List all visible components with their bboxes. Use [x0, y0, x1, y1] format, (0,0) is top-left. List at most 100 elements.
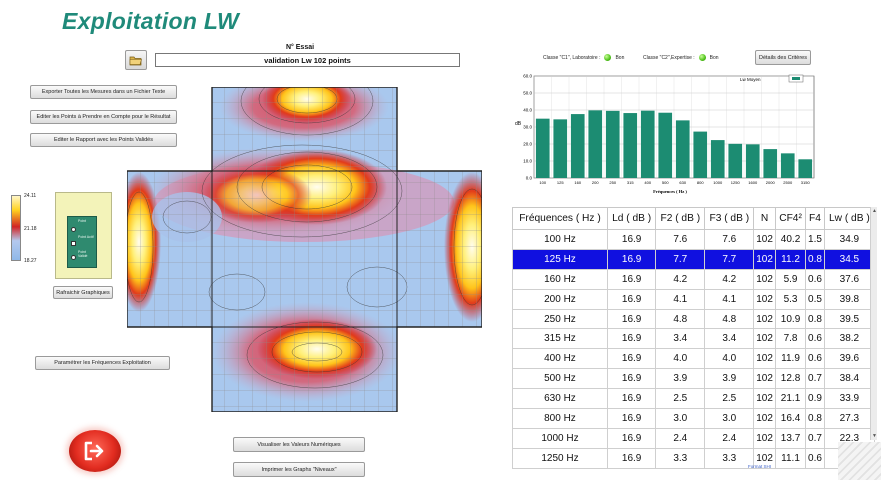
chart-x-tick-label: 800: [697, 180, 704, 185]
cell-ld: 16.9: [606, 268, 657, 290]
chart-x-tick-label: 500: [662, 180, 669, 185]
cell-cf4: 7.8: [774, 328, 807, 350]
cell-f2: 7.6: [655, 229, 706, 250]
table-row[interactable]: 100 Hz 16.9 7.6 7.6 102 40.2 1.5 34.9: [512, 229, 876, 250]
point-marker-icon: [71, 227, 76, 232]
refresh-graphs-button[interactable]: Rafraichir Graphiques: [53, 286, 113, 299]
cell-f3: 2.5: [704, 388, 755, 410]
cell-n: 102: [753, 248, 776, 270]
chart-bar: [623, 113, 638, 178]
print-graphs-button[interactable]: Imprimer les Graphs "Niveaux": [233, 462, 365, 477]
table-row[interactable]: 500 Hz 16.9 3.9 3.9 102 12.8 0.7 38.4: [512, 368, 876, 390]
chart-bar: [553, 119, 568, 178]
contour-map[interactable]: [127, 87, 482, 412]
cell-f3: 2.4: [704, 427, 755, 449]
edit-report-button[interactable]: Editer le Rapport avec les Points Validé…: [30, 133, 177, 147]
cell-frequency: 630 Hz: [512, 388, 608, 410]
chart-x-tick-label: 200: [592, 180, 599, 185]
col-header-cf4[interactable]: CF4²: [774, 207, 807, 230]
col-header-f3[interactable]: F3 ( dB ): [704, 207, 755, 230]
cell-cf4: 12.8: [774, 368, 807, 390]
cell-f4: 1.5: [805, 229, 825, 250]
essai-value-field[interactable]: validation Lw 102 points: [155, 53, 460, 67]
table-row[interactable]: 800 Hz 16.9 3.0 3.0 102 16.4 0.8 27.3: [512, 408, 876, 429]
table-row[interactable]: 315 Hz 16.9 3.4 3.4 102 7.8 0.6 38.2: [512, 328, 876, 350]
chart-x-tick-label: 630: [679, 180, 686, 185]
cell-n: 102: [753, 308, 776, 330]
cell-ld: 16.9: [606, 447, 657, 469]
format-link[interactable]: Format SHI: [748, 464, 772, 469]
colorbar-max-label: 24.11: [24, 193, 37, 199]
chart-x-tick-label: 1600: [748, 180, 758, 185]
frequency-params-button[interactable]: Paramétrer les Fréquences Exploitation: [35, 356, 170, 370]
cell-frequency: 200 Hz: [512, 288, 608, 310]
export-all-button[interactable]: Exporter Toutes les Mesures dans un Fich…: [30, 85, 177, 99]
scroll-up-icon[interactable]: ▲: [872, 208, 877, 214]
cell-f3: 7.6: [704, 229, 755, 250]
scroll-down-icon[interactable]: ▼: [872, 433, 877, 439]
cell-frequency: 100 Hz: [512, 229, 608, 250]
chart-bar: [570, 114, 585, 178]
open-folder-button[interactable]: [125, 50, 147, 70]
cell-f4: 0.8: [805, 408, 825, 429]
cell-f4: 0.6: [805, 268, 825, 290]
cell-ld: 16.9: [606, 427, 657, 449]
col-header-frequency[interactable]: Fréquences ( Hz ): [512, 207, 608, 230]
col-header-lw[interactable]: Lw ( dB ): [823, 207, 876, 230]
table-row[interactable]: 250 Hz 16.9 4.8 4.8 102 10.9 0.8 39.5: [512, 308, 876, 330]
criteria-details-button[interactable]: Détails des Critères: [755, 50, 811, 65]
table-row[interactable]: 200 Hz 16.9 4.1 4.1 102 5.3 0.5 39.8: [512, 288, 876, 310]
chart-bar: [535, 118, 550, 178]
cell-lw: 38.4: [823, 368, 876, 390]
table-row[interactable]: 1000 Hz 16.9 2.4 2.4 102 13.7 0.7 22.3: [512, 427, 876, 449]
table-scrollbar[interactable]: ▲ ▼: [870, 207, 877, 440]
cell-cf4: 40.2: [774, 229, 807, 250]
chart-bar: [763, 149, 778, 178]
class-c2-indicator: Classe "C2",Expertise : Bon: [643, 54, 719, 61]
col-header-n[interactable]: N: [753, 207, 776, 230]
chart-x-tick-label: 1250: [731, 180, 741, 185]
table-row[interactable]: 630 Hz 16.9 2.5 2.5 102 21.1 0.9 33.9: [512, 388, 876, 410]
edit-points-button[interactable]: Editer les Points à Prendre en Compte po…: [30, 110, 177, 124]
chart-y-tick-label: 60.0: [523, 74, 532, 79]
chart-bar: [710, 140, 725, 178]
cell-lw: 33.9: [823, 388, 876, 410]
cell-frequency: 400 Hz: [512, 348, 608, 370]
cell-f3: 4.8: [704, 308, 755, 330]
chart-x-tick-label: 125: [557, 180, 564, 185]
table-row[interactable]: 125 Hz 16.9 7.7 7.7 102 11.2 0.8 34.5: [512, 248, 876, 270]
chart-bar: [640, 110, 655, 178]
cell-f4: 0.8: [805, 248, 825, 270]
cell-f2: 3.0: [655, 408, 706, 429]
chart-x-tick-label: 2000: [766, 180, 776, 185]
col-header-ld[interactable]: Ld ( dB ): [606, 207, 657, 230]
cell-cf4: 16.4: [774, 408, 807, 429]
chart-x-tick-label: 1000: [713, 180, 723, 185]
folder-icon: [129, 56, 142, 65]
chart-y-tick-label: 40.0: [523, 108, 532, 113]
chart-bar: [588, 110, 603, 178]
cell-frequency: 250 Hz: [512, 308, 608, 330]
table-row[interactable]: 160 Hz 16.9 4.2 4.2 102 5.9 0.6 37.6: [512, 268, 876, 290]
cell-f4: 0.6: [805, 328, 825, 350]
col-header-f2[interactable]: F2 ( dB ): [655, 207, 706, 230]
visualize-values-button[interactable]: Visualiser les Valeurs Numériques: [233, 437, 365, 452]
cell-frequency: 125 Hz: [512, 248, 608, 270]
col-header-f4[interactable]: F4: [805, 207, 825, 230]
colorbar-min-label: 18.27: [24, 258, 37, 264]
frequency-table: Fréquences ( Hz ) Ld ( dB ) F2 ( dB ) F3…: [512, 207, 876, 469]
table-row[interactable]: 400 Hz 16.9 4.0 4.0 102 11.9 0.6 39.6: [512, 348, 876, 370]
chart-bar: [675, 120, 690, 178]
exit-button[interactable]: [69, 430, 121, 472]
c2-status-led-icon: [698, 54, 706, 61]
colorbar-mid-label: 21.18: [24, 226, 37, 232]
cell-f2: 4.2: [655, 268, 706, 290]
cell-cf4: 13.7: [774, 427, 807, 449]
cell-f4: 0.5: [805, 288, 825, 310]
cell-ld: 16.9: [606, 229, 657, 250]
cell-cf4: 5.9: [774, 268, 807, 290]
cell-n: 102: [753, 328, 776, 350]
cell-f3: 3.4: [704, 328, 755, 350]
cell-frequency: 800 Hz: [512, 408, 608, 429]
